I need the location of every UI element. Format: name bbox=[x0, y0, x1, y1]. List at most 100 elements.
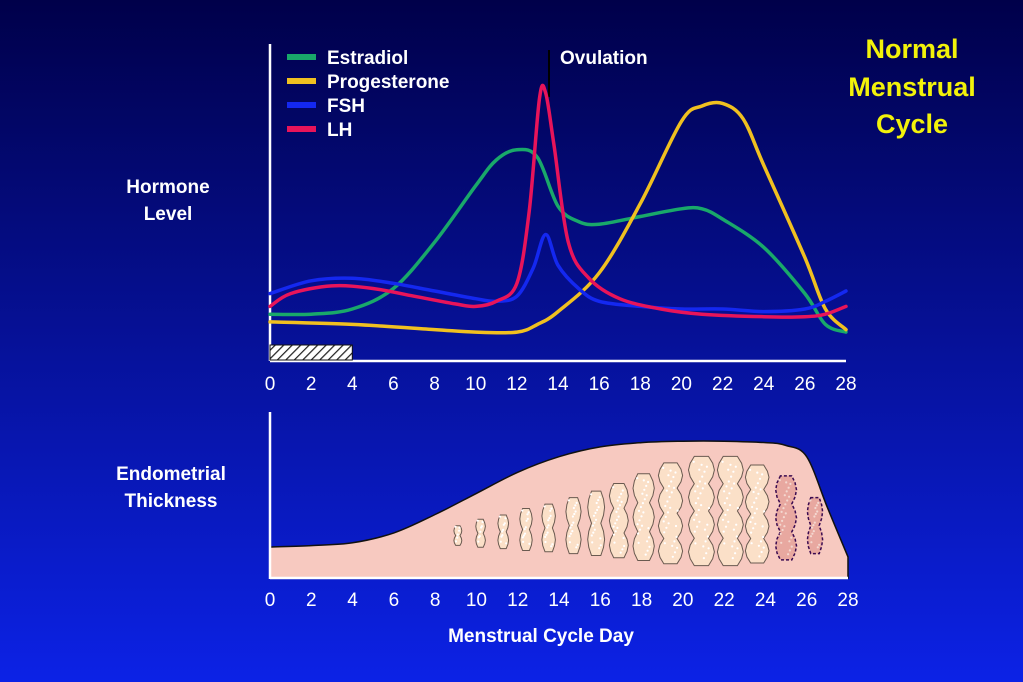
gland-speckle bbox=[670, 480, 673, 483]
hormone-x-tick-label: 2 bbox=[306, 374, 317, 395]
gland-speckle bbox=[734, 552, 737, 555]
gland-speckle bbox=[598, 496, 601, 499]
gland-speckle bbox=[598, 547, 601, 550]
gland-speckle bbox=[782, 507, 785, 510]
gland-speckle bbox=[724, 525, 728, 528]
gland-speckle bbox=[569, 532, 573, 535]
gland-speckle bbox=[817, 501, 820, 504]
hormone-x-tick-label: 0 bbox=[265, 374, 276, 395]
gland-speckle bbox=[576, 543, 579, 546]
gland-speckle bbox=[750, 542, 753, 545]
gland-speckle bbox=[571, 530, 574, 533]
gland-speckle bbox=[614, 530, 617, 533]
gland-speckle bbox=[670, 491, 673, 494]
y-axis-label-hormone-2: Level bbox=[144, 204, 193, 225]
gland-speckle bbox=[616, 526, 619, 530]
hormone-x-tick-label: 4 bbox=[347, 374, 358, 395]
gland-speckle bbox=[457, 529, 461, 532]
endometrium-x-tick-label: 24 bbox=[755, 590, 777, 611]
gland-speckle bbox=[700, 504, 703, 507]
endometrial-gland bbox=[565, 497, 582, 555]
gland-speckle bbox=[643, 488, 646, 491]
gland-speckle bbox=[674, 471, 677, 474]
gland-speckle bbox=[523, 528, 526, 531]
gland-speckle bbox=[759, 540, 763, 543]
gland-speckle bbox=[526, 517, 529, 521]
gland-speckle bbox=[621, 548, 624, 551]
gland-speckle bbox=[643, 498, 646, 501]
gland-speckle bbox=[728, 504, 732, 507]
gland-speckle bbox=[599, 537, 602, 540]
endometrium-x-tick-label: 0 bbox=[265, 590, 276, 611]
endometrial-gland bbox=[687, 455, 715, 567]
gland-speckle bbox=[454, 540, 458, 543]
gland-speckle bbox=[505, 542, 508, 545]
gland-speckle bbox=[706, 523, 709, 526]
gland-speckle bbox=[614, 522, 617, 525]
gland-speckle bbox=[811, 526, 814, 529]
gland-speckle bbox=[647, 480, 650, 484]
endometrial-gland bbox=[519, 508, 533, 551]
gland-speckle bbox=[722, 530, 725, 533]
endometrium-plot: 0 2 4 6 8 10 12 14 16 18 20 22 24 26 28 bbox=[265, 412, 859, 611]
gland-speckle bbox=[784, 503, 787, 506]
gland-speckle bbox=[572, 506, 576, 510]
gland-speckle bbox=[646, 540, 649, 543]
hormone-x-tick-label: 28 bbox=[835, 374, 856, 395]
gland-speckle bbox=[637, 541, 640, 545]
gland-speckle bbox=[636, 477, 639, 480]
gland-speckle bbox=[481, 520, 484, 524]
gland-speckle bbox=[526, 513, 529, 516]
gland-speckle bbox=[669, 506, 672, 509]
gland-speckle bbox=[573, 512, 576, 516]
gland-speckle bbox=[521, 536, 524, 539]
gland-speckle bbox=[647, 527, 650, 530]
gland-speckle bbox=[543, 505, 546, 508]
gland-speckle bbox=[640, 524, 644, 527]
gland-speckle bbox=[618, 496, 621, 499]
gland-speckle bbox=[476, 519, 479, 522]
gland-speckle bbox=[591, 524, 595, 527]
gland-speckle bbox=[700, 463, 703, 466]
gland-speckle bbox=[787, 486, 790, 489]
gland-speckle bbox=[667, 522, 670, 525]
gland-speckle bbox=[788, 495, 791, 498]
gland-speckle bbox=[778, 479, 781, 482]
gland-speckle bbox=[592, 531, 595, 534]
ovulation-annotation: Ovulation bbox=[560, 48, 648, 69]
gland-speckle bbox=[612, 486, 615, 489]
gland-speckle bbox=[549, 509, 552, 512]
gland-speckle bbox=[731, 545, 734, 548]
gland-speckle bbox=[646, 549, 649, 552]
gland-speckle bbox=[664, 515, 667, 519]
endometrium-x-tick-label: 22 bbox=[714, 590, 735, 611]
gland-speckle bbox=[548, 517, 551, 520]
gland-speckle bbox=[504, 517, 507, 520]
gland-speckle bbox=[758, 477, 762, 480]
gland-speckle bbox=[785, 481, 788, 484]
gland-speckle bbox=[676, 546, 679, 549]
gland-speckle bbox=[569, 526, 572, 529]
gland-speckle bbox=[620, 500, 623, 503]
gland-speckle bbox=[673, 540, 676, 543]
gland-speckle bbox=[593, 528, 596, 531]
gland-speckle bbox=[782, 516, 786, 519]
gland-speckle bbox=[547, 519, 550, 522]
endometrium-x-tick-label: 26 bbox=[796, 590, 817, 611]
gland-speckle bbox=[726, 508, 729, 512]
gland-speckle bbox=[618, 504, 622, 507]
gland-speckle bbox=[671, 555, 674, 558]
gland-speckle bbox=[666, 511, 670, 514]
gland-speckle bbox=[733, 540, 736, 543]
endometrial-gland bbox=[608, 483, 629, 559]
endometrium-x-tick-label: 12 bbox=[507, 590, 528, 611]
gland-speckle bbox=[781, 528, 784, 532]
gland-speckle bbox=[755, 497, 758, 500]
gland-speckle bbox=[575, 501, 578, 504]
gland-speckle bbox=[779, 532, 782, 535]
gland-speckle bbox=[665, 526, 668, 529]
gland-speckle bbox=[574, 504, 577, 507]
gland-speckle bbox=[527, 511, 530, 514]
gland-speckle bbox=[785, 490, 788, 493]
gland-speckle bbox=[705, 552, 708, 555]
